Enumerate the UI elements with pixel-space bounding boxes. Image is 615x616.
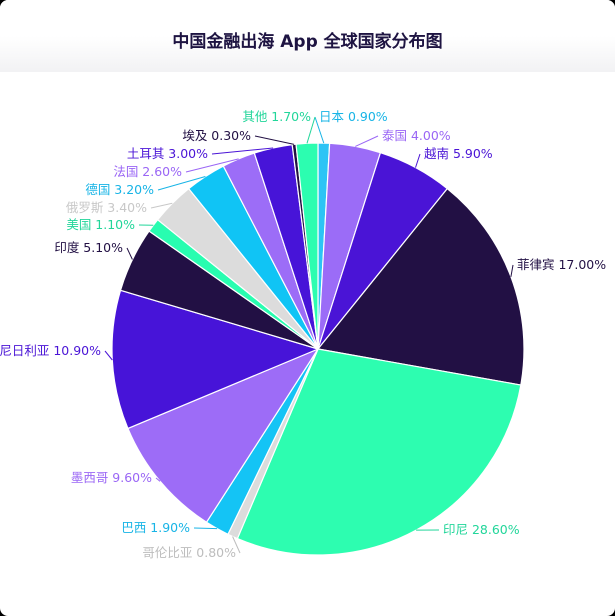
slice-label: 墨西哥 9.60% bbox=[71, 470, 152, 485]
slice-label: 其他 1.70% bbox=[242, 109, 311, 124]
leader-line bbox=[211, 147, 274, 155]
leader-line bbox=[306, 116, 316, 144]
leader-line bbox=[126, 247, 133, 260]
leader-line bbox=[157, 176, 206, 191]
leader-line bbox=[355, 135, 379, 147]
leader-line bbox=[193, 527, 218, 530]
pie-slice[interactable] bbox=[316, 187, 525, 386]
slice-label: 俄罗斯 3.40% bbox=[66, 200, 147, 215]
pie-slice[interactable] bbox=[236, 348, 522, 556]
slice-label: 巴西 1.90% bbox=[121, 520, 190, 535]
slice-label: 埃及 0.30% bbox=[182, 128, 251, 143]
slice-label: 印尼 28.60% bbox=[443, 522, 520, 537]
leader-line bbox=[104, 350, 113, 361]
leader-line bbox=[254, 135, 295, 145]
slice-label: 美国 1.10% bbox=[66, 217, 135, 232]
leader-line bbox=[150, 202, 173, 209]
leader-line bbox=[510, 264, 514, 277]
leader-line bbox=[155, 477, 161, 482]
leader-line bbox=[314, 116, 325, 144]
slice-label: 印度 5.10% bbox=[54, 240, 123, 255]
slice-label: 尼日利亚 10.90% bbox=[0, 343, 101, 358]
slice-label: 日本 0.90% bbox=[319, 109, 388, 124]
title-bar bbox=[0, 0, 615, 72]
slice-label: 土耳其 3.00% bbox=[127, 146, 208, 161]
leader-line bbox=[415, 153, 421, 168]
slice-label: 德国 3.20% bbox=[85, 182, 154, 197]
chart-title: 中国金融出海 App 全球国家分布图 bbox=[172, 32, 443, 52]
slice-label: 菲律宾 17.00% bbox=[517, 257, 606, 272]
slice-label: 法国 2.60% bbox=[113, 164, 182, 179]
slice-label: 泰国 4.00% bbox=[382, 128, 451, 143]
leader-line bbox=[232, 536, 241, 554]
leader-line bbox=[185, 158, 239, 173]
slice-label: 越南 5.90% bbox=[424, 146, 493, 161]
pie-slice[interactable] bbox=[127, 347, 320, 524]
slice-label: 哥伦比亚 0.80% bbox=[142, 545, 236, 560]
